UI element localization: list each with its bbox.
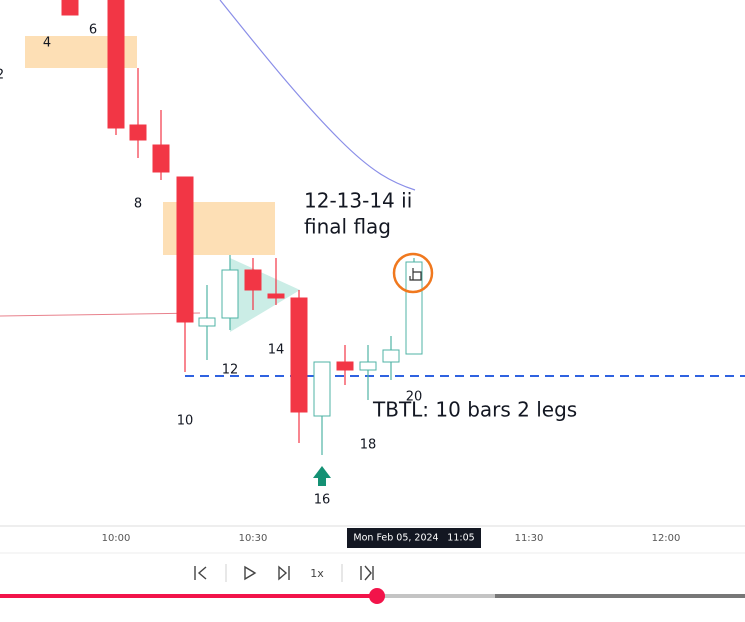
candle-body xyxy=(129,124,147,141)
controls xyxy=(194,564,374,582)
step-button[interactable] xyxy=(278,565,290,581)
candle-body xyxy=(61,0,79,16)
moving-average xyxy=(219,0,416,191)
candles xyxy=(61,0,423,455)
progress-knob[interactable] xyxy=(369,588,385,604)
progress-buffered xyxy=(377,594,495,598)
progress-rest xyxy=(495,594,745,598)
candle-body xyxy=(382,349,400,363)
bar-labels: 2 4 6 8 12 14 10 16 18 20 xyxy=(0,23,422,508)
annotation: TBTL: 10 bars 2 legs xyxy=(372,398,577,422)
hand-cursor xyxy=(409,268,422,281)
play-button[interactable] xyxy=(244,565,257,581)
candle-body xyxy=(198,317,216,327)
progress-played xyxy=(0,594,377,598)
bar-label: 20 xyxy=(406,390,423,405)
highlight-circle xyxy=(392,252,434,294)
speed-button[interactable]: 1x xyxy=(310,567,324,580)
bar-label: 2 xyxy=(0,68,4,83)
bar-label: 14 xyxy=(268,343,285,358)
bar-label: 12 xyxy=(222,363,239,378)
time-axis: 10:00 10:30 11:30 12:00 xyxy=(102,533,681,544)
candle-body xyxy=(336,361,354,371)
pink-line xyxy=(0,312,201,317)
candle-body xyxy=(359,361,377,371)
candle-body xyxy=(221,269,239,319)
bar-label: 6 xyxy=(89,23,97,38)
bar-label: 16 xyxy=(314,493,331,508)
candle-body xyxy=(405,261,423,355)
candle-body xyxy=(313,361,331,417)
time-label: 10:00 xyxy=(102,533,131,544)
time-label: 11:30 xyxy=(515,533,544,544)
candle-body xyxy=(290,297,308,413)
crosshair-label xyxy=(347,528,481,548)
annotation: 12-13-14 ii xyxy=(304,189,412,213)
bar-label: 18 xyxy=(360,438,377,453)
candle-body xyxy=(267,293,285,299)
candle-body xyxy=(152,144,170,173)
jump-button[interactable] xyxy=(360,565,374,581)
bar-label: 8 xyxy=(134,197,142,212)
candle-body xyxy=(176,176,194,323)
annotation: final flag xyxy=(304,215,391,239)
back-button[interactable] xyxy=(194,566,207,580)
time-label: 12:00 xyxy=(652,533,681,544)
candle-body xyxy=(107,0,125,129)
up-arrow xyxy=(313,466,331,486)
crosshair-time: 11:05 xyxy=(447,533,474,544)
time-label: 10:30 xyxy=(239,533,268,544)
bar-label: 4 xyxy=(43,36,51,51)
crosshair-date: Mon Feb 05, 2024 xyxy=(353,533,438,544)
candle-body xyxy=(244,269,262,291)
bar-label: 10 xyxy=(177,414,194,429)
